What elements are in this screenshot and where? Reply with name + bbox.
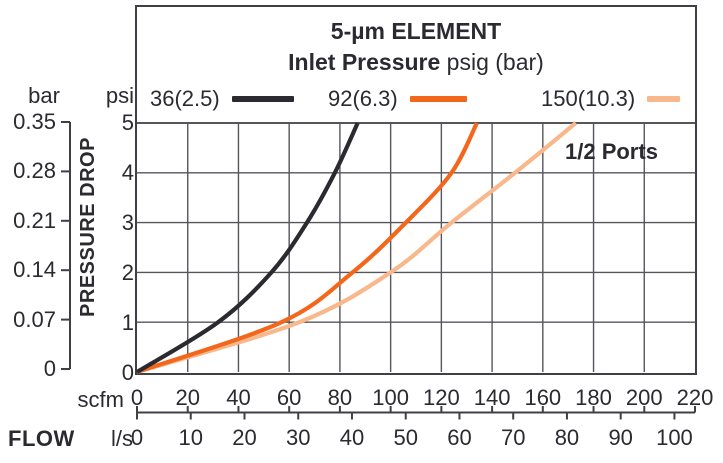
bar-tick-label: 0 — [43, 356, 56, 381]
bar-tick-label: 0.28 — [13, 158, 56, 184]
scfm-tick-label: 80 — [327, 385, 353, 410]
psi-tick-label: 0 — [121, 360, 134, 385]
ls-tick-label: 50 — [393, 425, 418, 450]
bar-axis-header: bar — [28, 83, 60, 108]
legend-item-36: 36(2.5) — [150, 86, 294, 111]
ports-annotation: 1/2 Ports — [565, 139, 658, 164]
legend-line-swatch-150 — [647, 96, 681, 102]
legend-item-92: 92(6.3) — [328, 86, 467, 111]
scfm-tick-label: 160 — [524, 385, 562, 410]
ls-tick-label: 10 — [178, 425, 203, 450]
ls-tick-label: 60 — [447, 425, 472, 450]
scfm-tick-label: 20 — [175, 385, 200, 410]
ls-tick-label: 100 — [656, 425, 693, 450]
curve-9263 — [136, 122, 479, 374]
plot-area — [135, 121, 695, 375]
bar-tick-label: 0.14 — [13, 257, 56, 283]
scfm-tick-label: 120 — [423, 385, 460, 410]
flow-axis-title: FLOW — [8, 426, 75, 451]
psi-tick-label: 1 — [121, 310, 134, 335]
scfm-tick-label: 220 — [676, 385, 714, 410]
legend-label-92: 92(6.3) — [328, 86, 398, 111]
ls-tick-label: 40 — [339, 425, 365, 450]
bar-axis-bracket — [61, 121, 71, 370]
curve-3625 — [135, 122, 360, 374]
scfm-tick-label: 0 — [130, 385, 144, 410]
ls-tick-label: 80 — [554, 425, 580, 450]
chart-subtitle: Inlet Pressure psig (bar) — [137, 47, 695, 78]
chart-frame: 5-µm ELEMENT Inlet Pressure psig (bar) 3… — [135, 5, 697, 375]
subtitle-units: psig (bar) — [440, 49, 544, 75]
legend-item-150: 150(10.3) — [541, 86, 681, 111]
ls-tick-label: 90 — [608, 425, 633, 450]
scfm-axis-label: scfm — [77, 387, 124, 412]
scfm-tick-label: 100 — [372, 385, 409, 410]
legend-label-36: 36(2.5) — [150, 86, 220, 111]
scfm-tick-label: 200 — [625, 385, 663, 410]
ls-tick-label: 20 — [232, 425, 257, 450]
psi-tick-label: 3 — [121, 210, 134, 235]
psi-tick-label: 2 — [121, 260, 134, 285]
bar-tick-label: 0.35 — [13, 109, 56, 134]
ls-tick-label: 30 — [285, 425, 311, 450]
scfm-tick-label: 40 — [226, 385, 251, 410]
legend-label-150: 150(10.3) — [541, 86, 636, 111]
chart-title: 5-µm ELEMENT — [330, 18, 502, 44]
chart-title-block: 5-µm ELEMENT Inlet Pressure psig (bar) — [137, 16, 695, 78]
scfm-tick-label: 140 — [473, 385, 511, 410]
subtitle-bold: Inlet Pressure — [288, 49, 441, 75]
ls-tick-label: 0 — [130, 425, 144, 450]
legend-line-swatch-36 — [231, 96, 294, 102]
curve-150103 — [136, 121, 578, 375]
legend-line-swatch-92 — [409, 96, 467, 102]
scfm-tick-label: 180 — [575, 385, 612, 410]
ls-axis-label: l/s — [111, 426, 133, 451]
psi-axis-header: psi — [105, 83, 134, 108]
ls-tick-label: 70 — [500, 425, 526, 450]
bar-tick-label: 0.21 — [13, 207, 56, 233]
scfm-tick-label: 60 — [276, 385, 302, 410]
psi-tick-label: 5 — [121, 110, 134, 135]
scfm-ls-conversion-axis — [136, 406, 696, 420]
psi-tick-label: 4 — [121, 160, 134, 185]
bar-tick-label: 0.07 — [13, 306, 56, 332]
y-axis-title: PRESSURE DROP — [77, 137, 99, 317]
